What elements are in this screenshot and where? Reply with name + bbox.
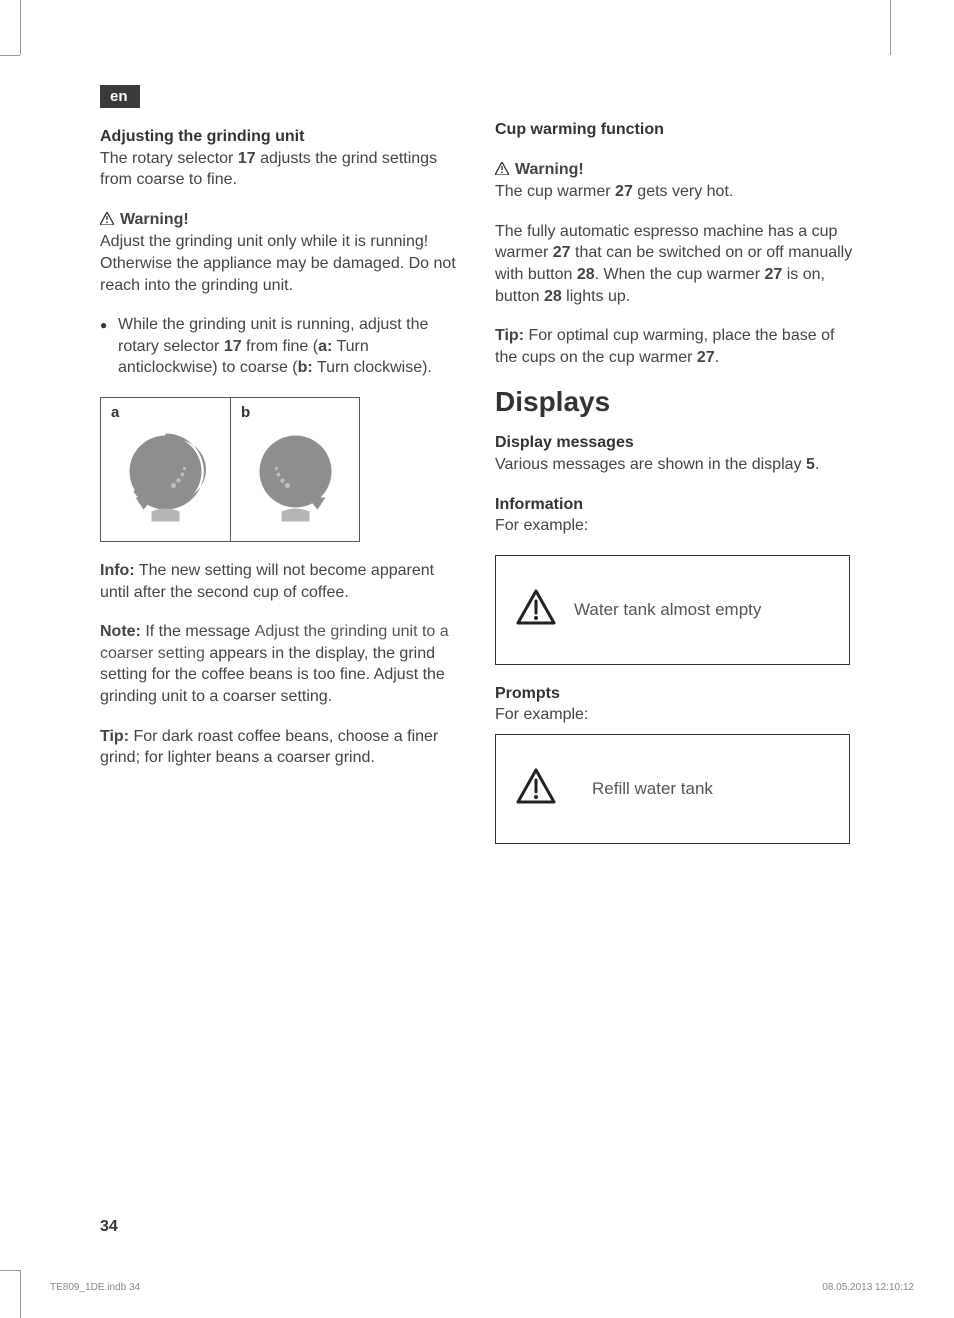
- warning-icon: [100, 210, 114, 232]
- tip-block: Tip: For dark roast coffee beans, choose…: [100, 726, 465, 769]
- tip-label: Tip:: [495, 327, 524, 344]
- cupwarm-paragraph: The fully automatic espresso machine has…: [495, 221, 860, 307]
- warning-line: Warning!: [495, 159, 860, 182]
- text: .: [815, 456, 819, 473]
- warning-block-right: Warning! The cup warmer 27 gets very hot…: [495, 159, 860, 203]
- text: gets very hot.: [633, 183, 734, 200]
- text: For dark roast coffee beans, choose a fi…: [100, 728, 438, 767]
- text: . When the cup warmer: [595, 266, 765, 283]
- ref-number: 27: [764, 266, 782, 283]
- ref-number: 28: [544, 288, 562, 305]
- warning-label: Warning!: [515, 161, 584, 178]
- warning-label: Warning!: [120, 211, 189, 228]
- note-block: Note: If the message Adjust the grinding…: [100, 621, 465, 707]
- page-number: 34: [100, 1218, 118, 1236]
- language-badge: en: [100, 85, 140, 108]
- text: The cup warmer: [495, 183, 615, 200]
- information-block: Information For example:: [495, 494, 860, 537]
- note-label: Note:: [100, 623, 141, 640]
- tip-label: Tip:: [100, 728, 129, 745]
- footer-filename: TE809_1DE.indb 34: [50, 1282, 140, 1293]
- diagram-label-a: a: [111, 404, 119, 421]
- ref-number: 17: [224, 338, 242, 355]
- display-text: Water tank almost empty: [574, 600, 761, 620]
- display-messages-block: Display messages Various messages are sh…: [495, 432, 860, 475]
- text: Turn clockwise).: [313, 359, 432, 376]
- display-example-prompt: Refill water tank: [495, 734, 850, 844]
- grinding-diagram: a b: [100, 397, 360, 542]
- ref-number: 27: [553, 244, 571, 261]
- ref-number: 17: [238, 150, 256, 167]
- warning-body: The cup warmer 27 gets very hot.: [495, 181, 860, 203]
- text: Various messages are shown in the displa…: [495, 456, 806, 473]
- info-sub: For example:: [495, 515, 860, 537]
- page-content: en Adjusting the grinding unit The rotar…: [100, 85, 860, 862]
- warning-block: Warning! Adjust the grinding unit only w…: [100, 209, 465, 296]
- dial-icon: [253, 428, 338, 523]
- heading-information: Information: [495, 494, 860, 516]
- bullet-item: While the grinding unit is running, adju…: [100, 314, 465, 379]
- display-text: Refill water tank: [574, 779, 849, 799]
- bullet-list: While the grinding unit is running, adju…: [100, 314, 465, 379]
- text: .: [715, 349, 719, 366]
- info-block: Info: The new setting will not become ap…: [100, 560, 465, 603]
- ref-number: 5: [806, 456, 815, 473]
- intro-text: The rotary selector 17 adjusts the grind…: [100, 148, 465, 191]
- footer-timestamp: 08.05.2013 12:10:12: [822, 1282, 914, 1293]
- heading-adjusting: Adjusting the grinding unit: [100, 126, 465, 148]
- prompts-block: Prompts For example:: [495, 683, 860, 726]
- prompts-sub: For example:: [495, 704, 860, 726]
- heading-prompts: Prompts: [495, 683, 860, 705]
- warning-body: Adjust the grinding unit only while it i…: [100, 231, 465, 296]
- ref-number: 27: [615, 183, 633, 200]
- warning-icon: [495, 160, 509, 182]
- text: The new setting will not become apparent…: [100, 562, 434, 601]
- diagram-cell-a: a: [101, 398, 230, 541]
- text: from fine (: [242, 338, 318, 355]
- grinding-heading-block: Adjusting the grinding unit The rotary s…: [100, 126, 465, 191]
- right-column: Cup warming function Warning! The cup wa…: [495, 85, 860, 862]
- ref-number: 27: [697, 349, 715, 366]
- dial-icon: [123, 428, 208, 523]
- text: For optimal cup warming, place the base …: [495, 327, 834, 366]
- heading-cupwarm: Cup warming function: [495, 119, 860, 141]
- heading-display-messages: Display messages: [495, 432, 860, 454]
- text: If the message: [141, 623, 255, 640]
- tip-block-right: Tip: For optimal cup warming, place the …: [495, 325, 860, 368]
- warning-line: Warning!: [100, 209, 465, 232]
- info-label: Info:: [100, 562, 135, 579]
- dm-body: Various messages are shown in the displa…: [495, 454, 860, 476]
- warning-icon: [516, 589, 556, 630]
- warning-icon: [516, 768, 556, 809]
- text: The rotary selector: [100, 150, 238, 167]
- text: lights up.: [562, 288, 630, 305]
- label-a: a:: [318, 338, 332, 355]
- label-b: b:: [298, 359, 313, 376]
- display-example-info: Water tank almost empty: [495, 555, 850, 665]
- section-displays: Displays: [495, 386, 860, 418]
- left-column: en Adjusting the grinding unit The rotar…: [100, 85, 465, 862]
- diagram-cell-b: b: [230, 398, 359, 541]
- ref-number: 28: [577, 266, 595, 283]
- diagram-label-b: b: [241, 404, 250, 421]
